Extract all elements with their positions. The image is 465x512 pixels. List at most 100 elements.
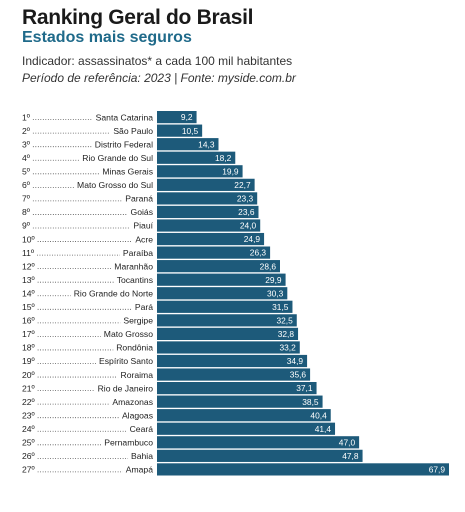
data-label: 9,2 — [181, 112, 193, 122]
data-label: 26,3 — [250, 248, 267, 258]
category-label: Santa Catarina — [96, 112, 154, 122]
data-label: 10,5 — [182, 126, 199, 136]
category-label: São Paulo — [113, 126, 153, 136]
data-label: 41,4 — [315, 424, 332, 434]
data-label: 23,6 — [238, 207, 255, 217]
bar — [157, 260, 280, 273]
bar — [157, 287, 288, 300]
data-label: 32,5 — [276, 315, 293, 325]
bar — [157, 178, 255, 191]
category-label: Espírito Santo — [99, 356, 153, 366]
rank-label: 22º — [22, 397, 36, 407]
rank-label: 18º — [22, 343, 36, 353]
data-label: 38,5 — [302, 397, 319, 407]
rank-label: 17º — [22, 329, 36, 339]
rank-label: 13º — [22, 275, 36, 285]
category-label: Pernambuco — [104, 438, 153, 448]
data-label: 28,6 — [260, 261, 277, 271]
data-label: 29,9 — [265, 275, 282, 285]
data-label: 47,0 — [339, 437, 356, 447]
rank-label: 7º — [22, 194, 31, 204]
chart-title: Ranking Geral do Brasil — [22, 6, 254, 29]
data-label: 31,5 — [272, 302, 289, 312]
category-label: Sergipe — [123, 316, 153, 326]
rank-label: 27º — [22, 465, 36, 475]
bar — [157, 151, 236, 164]
bar — [157, 246, 271, 259]
data-label: 40,4 — [310, 410, 327, 420]
category-label: Minas Gerais — [102, 167, 153, 177]
data-label: 23,3 — [237, 194, 254, 204]
bar — [157, 368, 311, 381]
indicator-note: Indicador: assassinatos* a cada 100 mil … — [22, 54, 293, 68]
rank-label: 19º — [22, 356, 36, 366]
bar — [157, 205, 259, 219]
rank-label: 21º — [22, 383, 36, 393]
rank-label: 4º — [22, 153, 31, 163]
category-label: Bahia — [131, 451, 153, 461]
rank-label: 14º — [22, 288, 36, 298]
data-label: 32,8 — [278, 329, 295, 339]
bar — [157, 354, 308, 368]
reference-note: Período de referência: 2023 | Fonte: mys… — [22, 71, 296, 85]
rank-label: 6º — [22, 180, 31, 190]
bar — [157, 314, 297, 327]
rank-label: 3º — [22, 139, 31, 149]
bar — [157, 165, 243, 178]
data-label: 24,9 — [244, 234, 261, 244]
category-label: Distrito Federal — [95, 139, 153, 149]
bar — [157, 341, 300, 354]
bar — [157, 138, 219, 151]
rank-label: 2º — [22, 126, 31, 136]
bar — [157, 327, 299, 340]
category-label: Tocantins — [117, 275, 153, 285]
category-label: Ceará — [130, 424, 154, 434]
rank-label: 23º — [22, 410, 36, 420]
category-label: Maranhão — [114, 261, 153, 271]
category-label: Alagoas — [122, 410, 153, 420]
bar — [157, 111, 197, 124]
category-label: Paraná — [125, 194, 153, 204]
rank-label: 25º — [22, 438, 36, 448]
rank-label: 24º — [22, 424, 36, 434]
category-label: Piauí — [133, 221, 153, 231]
bar — [157, 463, 449, 476]
data-label: 19,9 — [222, 166, 239, 176]
data-label: 22,7 — [234, 180, 251, 190]
bar — [157, 300, 293, 313]
data-label: 34,9 — [287, 356, 304, 366]
category-label: Rio Grande do Norte — [74, 288, 154, 298]
category-label: Rio Grande do Sul — [82, 153, 153, 163]
category-label: Rio de Janeiro — [98, 383, 154, 393]
bar — [157, 449, 363, 462]
bar — [157, 382, 317, 395]
category-label: Rondônia — [116, 343, 153, 353]
rank-label: 20º — [22, 370, 36, 380]
data-label: 35,6 — [290, 370, 307, 380]
category-label: Pará — [135, 302, 153, 312]
chart-subtitle: Estados mais seguros — [22, 29, 192, 46]
bar — [157, 409, 331, 422]
data-label: 24,0 — [240, 221, 257, 231]
rank-label: 26º — [22, 451, 36, 461]
rank-label: 12º — [22, 261, 36, 271]
category-label: Goiás — [131, 207, 153, 217]
data-label: 67,9 — [429, 465, 446, 475]
bar — [157, 124, 203, 137]
bar — [157, 422, 336, 435]
bar — [157, 273, 286, 286]
rank-label: 15º — [22, 302, 36, 312]
category-label: Mato Grosso — [104, 329, 153, 339]
data-label: 33,2 — [279, 343, 296, 353]
data-label: 37,1 — [296, 383, 313, 393]
bar — [157, 192, 258, 205]
category-label: Roraima — [121, 370, 154, 380]
data-label: 14,3 — [198, 139, 215, 149]
category-label: Amapá — [126, 465, 153, 475]
rank-label: 16º — [22, 316, 36, 326]
data-label: 47,8 — [342, 451, 359, 461]
rank-label: 11º — [22, 248, 35, 258]
rank-label: 9º — [22, 221, 31, 231]
category-label: Acre — [135, 234, 153, 244]
